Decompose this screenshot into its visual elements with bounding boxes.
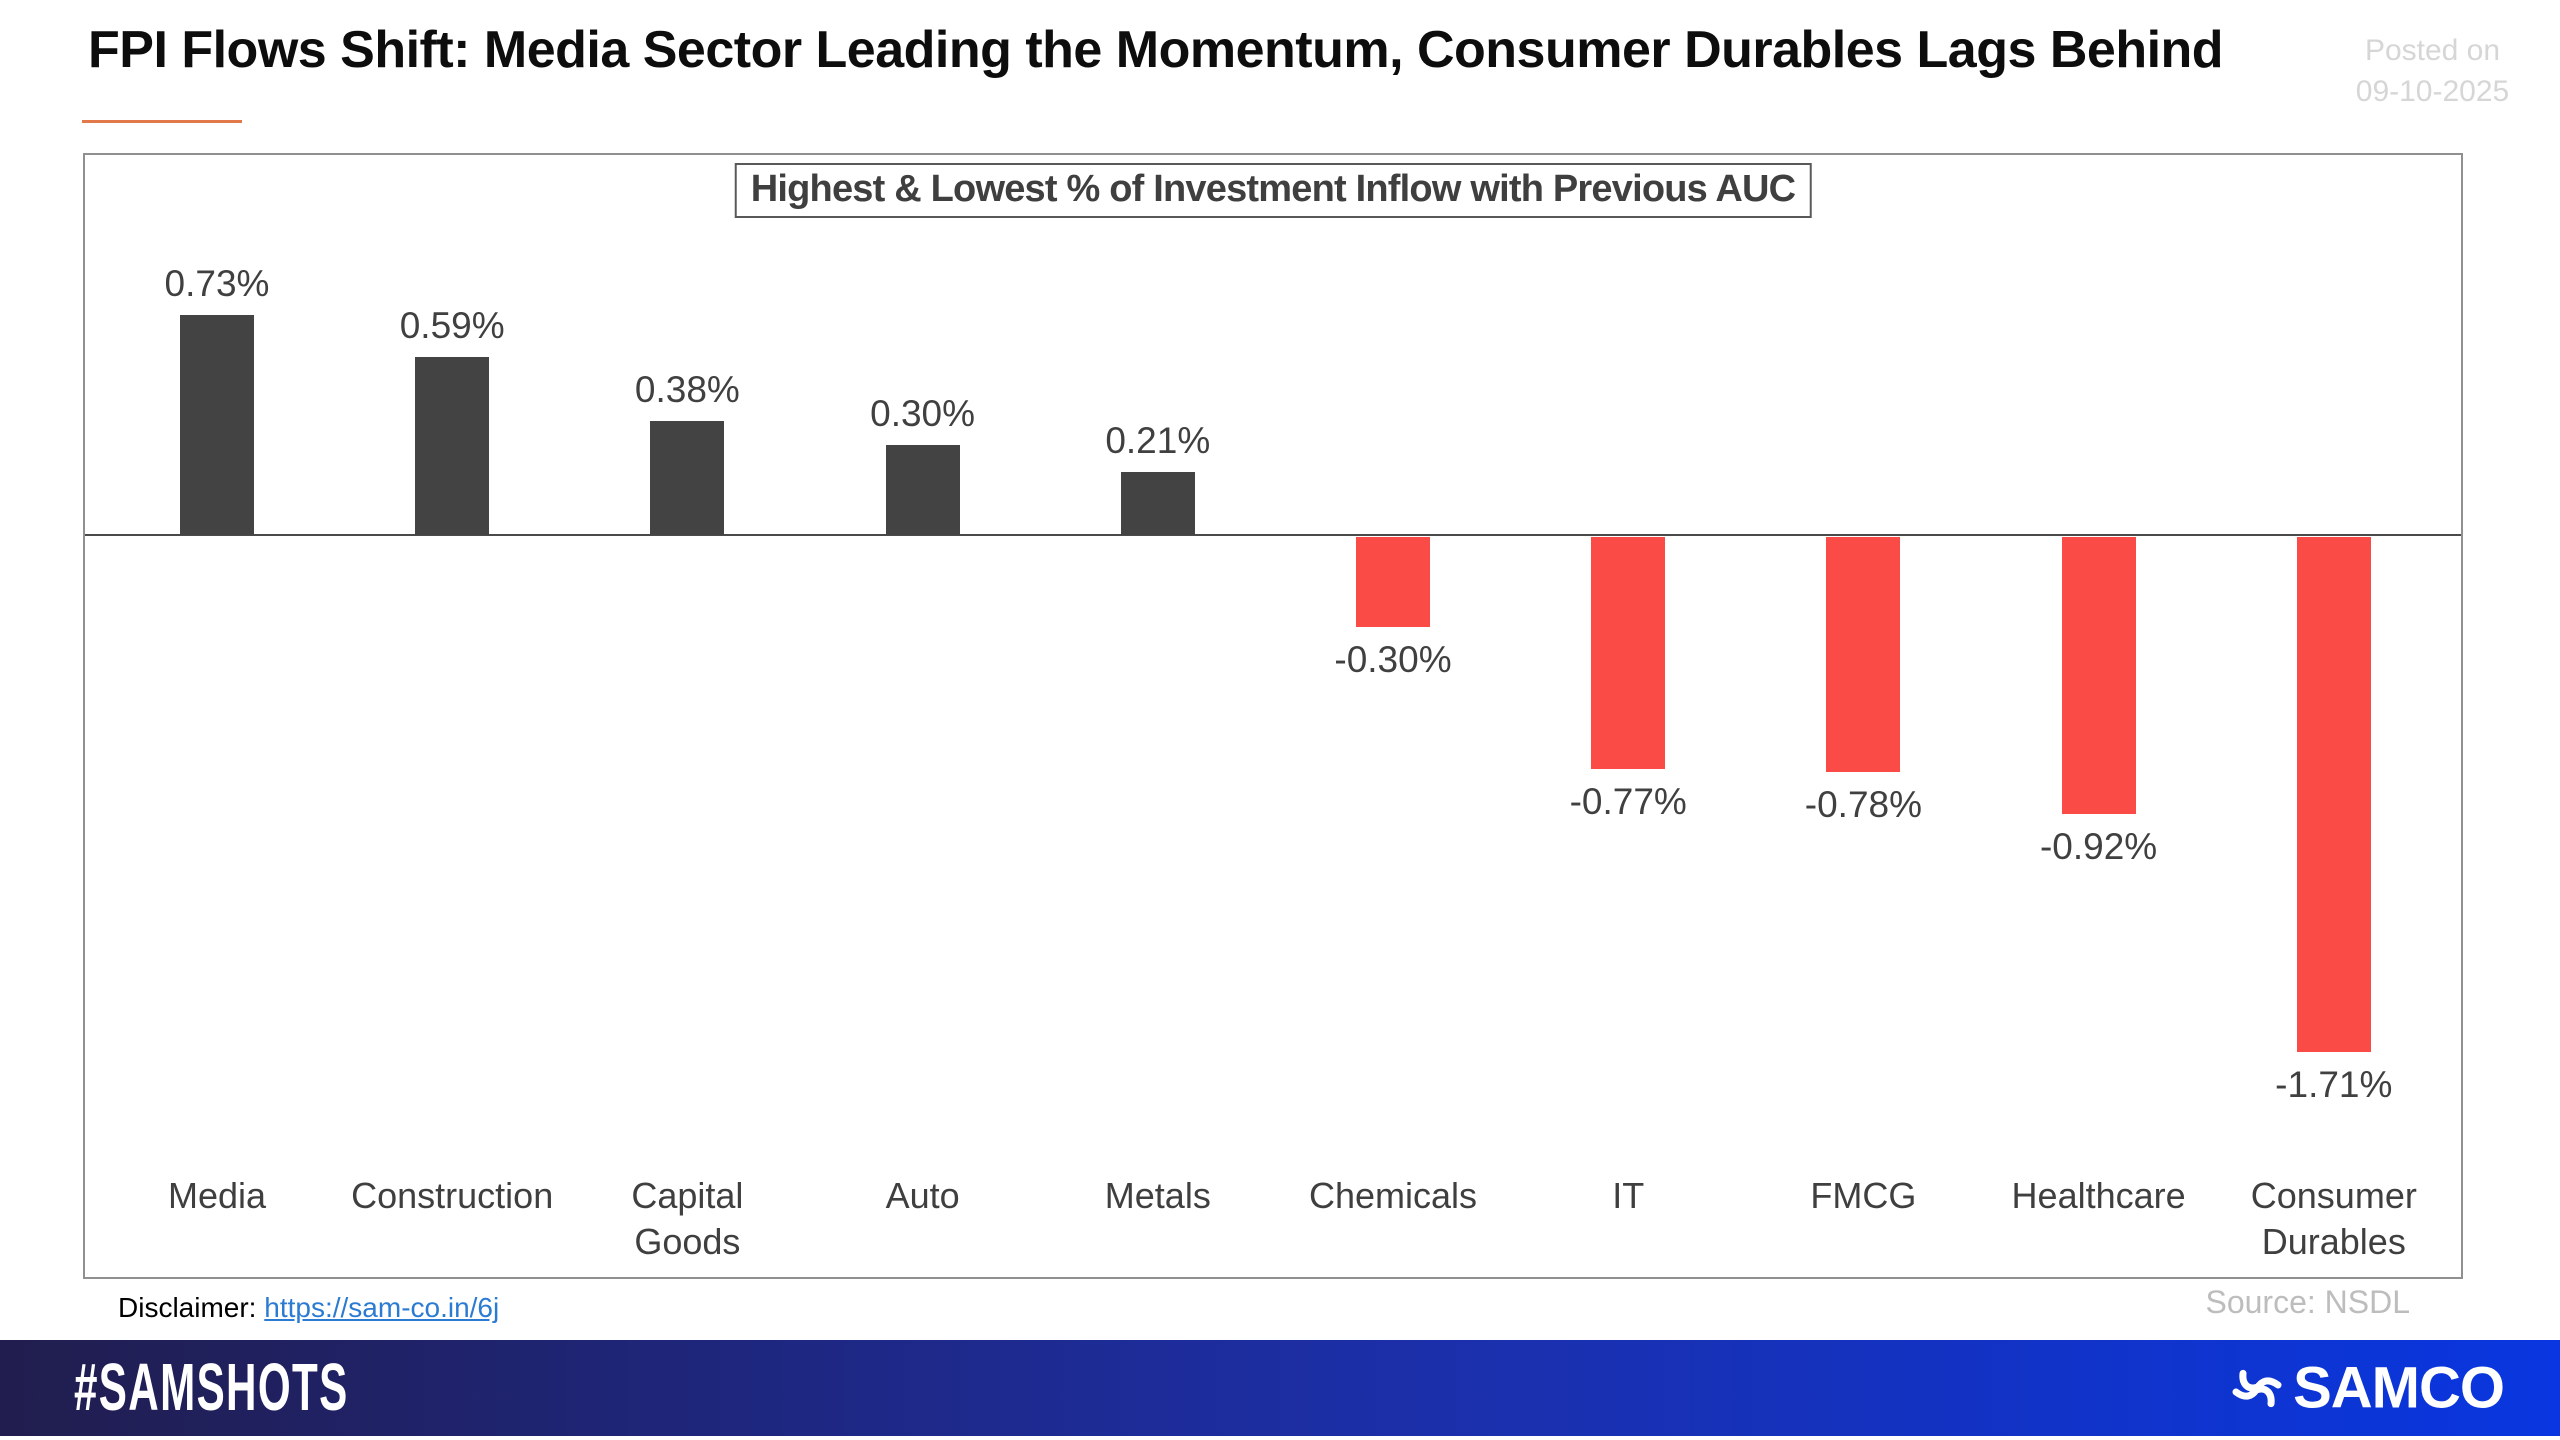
chart: Highest & Lowest % of Investment Inflow …: [83, 153, 2463, 1279]
category-label: Healthcare: [2011, 1175, 2186, 1216]
zero-axis-line: [85, 534, 2461, 536]
bar-auto: [885, 445, 960, 535]
category-label: Auto: [885, 1175, 960, 1216]
bar-media: [180, 315, 254, 535]
posted-on-date: Posted on 09-10-2025: [2325, 30, 2540, 112]
value-label: 0.21%: [1105, 420, 1211, 461]
bar-metals: [1120, 472, 1195, 535]
disclaimer: Disclaimer: https://sam-co.in/6j: [118, 1292, 499, 1324]
bar-healthcare: [2061, 537, 2136, 814]
value-label: -1.71%: [2275, 1064, 2393, 1105]
brand-bar: #SAMSHOTS SAMCO: [0, 1340, 2560, 1436]
source-note: Source: NSDL: [2205, 1284, 2410, 1320]
value-label: 0.59%: [399, 305, 505, 346]
value-label: -0.92%: [2039, 826, 2158, 867]
category-label: Chemicals: [1308, 1175, 1478, 1216]
category-label: FMCG: [1810, 1175, 1917, 1216]
page-title: FPI Flows Shift: Media Sector Leading th…: [88, 21, 2224, 79]
value-label: -0.77%: [1569, 781, 1687, 822]
samco-swirl-icon: [2232, 1369, 2282, 1407]
samco-wordmark: SAMCO: [2293, 1355, 2505, 1421]
category-label: Metals: [1104, 1175, 1211, 1216]
chart-title: Highest & Lowest % of Investment Inflow …: [734, 163, 1812, 218]
category-label: Media: [167, 1175, 267, 1216]
value-label: -0.30%: [1334, 639, 1452, 680]
value-label: -0.78%: [1804, 784, 1922, 825]
bar-consumer-durables: [2296, 537, 2371, 1052]
posted-on-line2: 09-10-2025: [2355, 75, 2510, 108]
bar-fmcg: [1826, 537, 1901, 772]
bar-it: [1591, 537, 1666, 769]
category-label: Construction: [351, 1175, 554, 1216]
disclaimer-label: Disclaimer:: [118, 1292, 257, 1323]
category-label: IT: [1612, 1175, 1645, 1216]
category-label: Capital Goods: [631, 1175, 744, 1262]
value-label: 0.30%: [870, 393, 976, 434]
value-label: 0.38%: [634, 369, 740, 410]
disclaimer-link[interactable]: https://sam-co.in/6j: [264, 1292, 500, 1323]
samshots-label: #SAMSHOTS: [74, 1350, 349, 1426]
bar-construction: [415, 357, 490, 535]
posted-on-line1: Posted on: [2364, 34, 2501, 67]
bar-chemicals: [1356, 537, 1430, 627]
samco-logo: SAMCO: [2229, 1355, 2505, 1422]
value-label: 0.73%: [164, 263, 270, 304]
title-underline: [82, 120, 242, 123]
bar-capital-goods: [650, 421, 725, 535]
category-label: Consumer Durables: [2250, 1175, 2417, 1262]
